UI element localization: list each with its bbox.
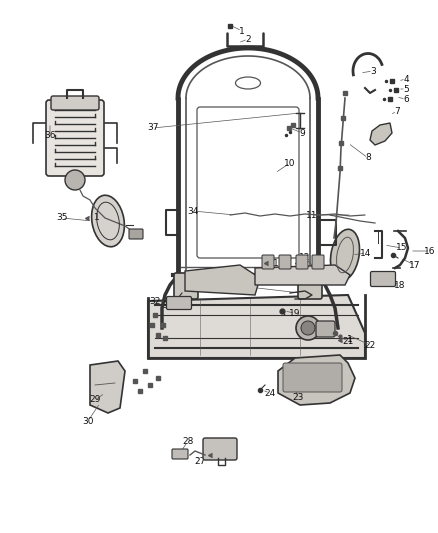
FancyBboxPatch shape — [166, 296, 191, 310]
Text: 10: 10 — [284, 158, 296, 167]
Text: 8: 8 — [365, 154, 371, 163]
Text: 33: 33 — [226, 280, 238, 289]
Text: 16: 16 — [424, 246, 436, 255]
Text: 1: 1 — [239, 27, 245, 36]
Text: 1: 1 — [347, 335, 353, 344]
FancyBboxPatch shape — [174, 273, 198, 299]
FancyBboxPatch shape — [296, 255, 308, 269]
Text: 17: 17 — [409, 261, 421, 270]
Text: 1: 1 — [94, 214, 100, 222]
Text: 15: 15 — [396, 244, 408, 253]
Text: 26: 26 — [214, 439, 226, 448]
Polygon shape — [278, 355, 355, 405]
Text: 18: 18 — [394, 280, 406, 289]
Circle shape — [65, 170, 85, 190]
Text: 21: 21 — [343, 336, 354, 345]
Text: 11: 11 — [306, 211, 318, 220]
FancyBboxPatch shape — [316, 321, 335, 337]
Text: 6: 6 — [403, 94, 409, 103]
Text: 2: 2 — [245, 35, 251, 44]
Text: 34: 34 — [187, 206, 199, 215]
Text: 1: 1 — [217, 450, 223, 459]
Text: 31: 31 — [162, 301, 174, 310]
Text: 20: 20 — [322, 327, 334, 335]
FancyBboxPatch shape — [298, 273, 322, 299]
FancyBboxPatch shape — [51, 96, 99, 110]
Text: 14: 14 — [360, 248, 372, 257]
Polygon shape — [370, 123, 392, 145]
Text: 37: 37 — [147, 124, 159, 133]
Text: 7: 7 — [394, 107, 400, 116]
Polygon shape — [90, 361, 125, 413]
FancyBboxPatch shape — [172, 449, 188, 459]
Text: 28: 28 — [182, 437, 194, 446]
Polygon shape — [185, 265, 260, 295]
Text: 19: 19 — [289, 309, 301, 318]
Text: 22: 22 — [364, 341, 376, 350]
Text: 35: 35 — [56, 214, 68, 222]
FancyBboxPatch shape — [46, 100, 104, 176]
FancyBboxPatch shape — [203, 438, 237, 460]
Text: 13: 13 — [294, 263, 306, 272]
FancyBboxPatch shape — [279, 255, 291, 269]
Ellipse shape — [92, 195, 124, 247]
Text: 3: 3 — [370, 67, 376, 76]
Text: 1: 1 — [273, 259, 279, 268]
Text: 32: 32 — [149, 296, 161, 305]
Polygon shape — [148, 295, 365, 358]
FancyBboxPatch shape — [312, 255, 324, 269]
Text: 9: 9 — [299, 128, 305, 138]
Text: 23: 23 — [292, 393, 304, 402]
Circle shape — [296, 316, 320, 340]
FancyBboxPatch shape — [283, 363, 342, 392]
Circle shape — [301, 321, 315, 335]
Text: 5: 5 — [403, 85, 409, 93]
FancyBboxPatch shape — [129, 229, 143, 239]
Text: 27: 27 — [194, 456, 206, 465]
Text: 29: 29 — [89, 395, 101, 405]
Text: 12: 12 — [299, 254, 311, 262]
FancyBboxPatch shape — [371, 271, 396, 287]
Text: 24: 24 — [265, 389, 276, 398]
Text: 25: 25 — [224, 454, 236, 463]
FancyBboxPatch shape — [262, 255, 274, 269]
Text: 30: 30 — [82, 416, 94, 425]
Text: 4: 4 — [403, 75, 409, 84]
Ellipse shape — [331, 229, 360, 281]
Text: 36: 36 — [44, 131, 56, 140]
Polygon shape — [255, 265, 350, 285]
